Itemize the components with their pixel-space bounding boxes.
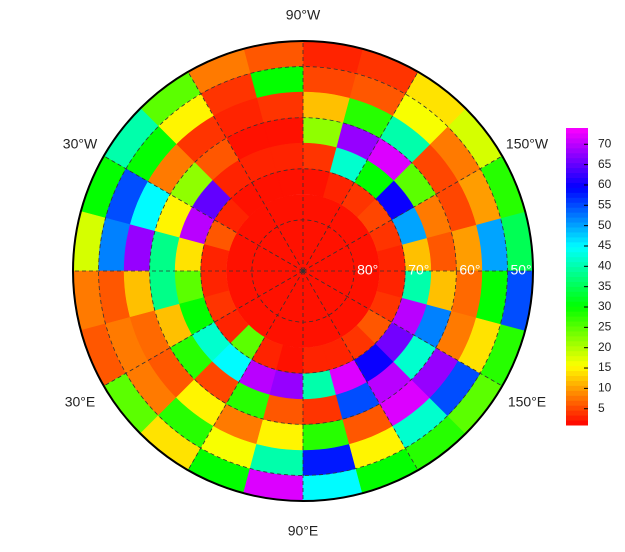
meridian [187,71,304,272]
grid-cells [72,40,534,502]
meridian [103,155,304,272]
colorbar-label: 25 [598,320,612,334]
colorbar-label: 70 [598,136,612,150]
colorbar-segment [566,311,588,317]
colorbar-segment [566,266,588,273]
colorbar-label: 55 [598,197,612,211]
colorbar-segment [566,326,588,332]
lat-label: 70° [408,262,429,278]
colorbar-segment [566,162,588,169]
meridian [302,270,419,471]
map-border [72,40,534,502]
colorbar-segment [566,167,588,174]
colorbar-segment [566,182,588,188]
colorbar-segment [566,316,588,322]
colorbar-segment [566,222,588,228]
colorbar-segment [566,256,588,263]
colorbar-segment [566,128,588,134]
colorbar-segment [566,197,588,203]
colorbar-segment [566,157,588,164]
colorbar-segment [566,227,588,233]
lon-label: 30°W [63,136,98,152]
colorbar-segment [566,380,588,386]
colorbar-label: 45 [598,238,612,252]
colorbar-segment [566,281,588,287]
colorbar-label: 10 [598,381,612,395]
colorbar-segment [566,415,588,421]
colorbar-segment [566,395,588,401]
colorbar-segment [566,202,588,208]
colorbar-segment [566,390,588,396]
lon-label: 30°E [65,394,96,410]
colorbar-segment [566,385,588,391]
colorbar-segment [566,370,588,376]
colorbar-segment [566,172,588,178]
colorbar-segment [566,350,588,357]
colorbar-segment [566,340,588,347]
colorbar-label: 40 [598,259,612,273]
lon-label: 90°E [288,523,319,539]
colorbar-segment [566,192,588,198]
meridian [187,270,304,471]
lon-label: 150°W [506,136,549,152]
meridian [302,71,419,272]
graticule [73,41,533,501]
colorbar-segment [566,137,588,144]
colorbar-segment [566,375,588,381]
colorbar-segment [566,236,588,243]
colorbar-segment [566,365,588,372]
lat-label: 80° [357,262,378,278]
colorbar-segment [566,345,588,352]
colorbar: 5 10 15 20 25 30 35 40 45 50 55 60 65 70 [566,128,612,426]
meridian [103,270,304,387]
colorbar-label: 50 [598,218,612,232]
colorbar-label: 15 [598,360,612,374]
meridian [302,155,503,272]
colorbar-label: 30 [598,299,612,313]
colorbar-segment [566,177,588,183]
colorbar-segment [566,251,588,258]
colorbar-segment [566,187,588,193]
colorbar-segment [566,306,588,312]
colorbar-segment [566,410,588,416]
colorbar-label: 65 [598,157,612,171]
lon-label: 150°E [508,394,546,410]
colorbar-segment [566,271,588,277]
colorbar-segment [566,286,588,292]
colorbar-segment [566,330,588,337]
colorbar-segment [566,420,588,426]
colorbar-segment [566,261,588,268]
colorbar-segment [566,335,588,342]
lat-circle [149,117,457,425]
colorbar-segment [566,231,588,238]
colorbar-segment [566,241,588,248]
colorbar-segment [566,212,588,218]
colorbar-label: 60 [598,177,612,191]
colorbar-segment [566,321,588,327]
colorbar-segment [566,207,588,213]
colorbar-segment [566,217,588,223]
colorbar-segment [566,147,588,154]
colorbar-segment [566,152,588,159]
meridian [302,270,503,387]
colorbar-segment [566,360,588,367]
colorbar-label: 20 [598,340,612,354]
colorbar-segment [566,276,588,282]
colorbar-segment [566,405,588,411]
colorbar-segment [566,355,588,362]
colorbar-segment [566,296,588,302]
colorbar-label: 35 [598,279,612,293]
lat-label: 50° [510,262,531,278]
colorbar-label: 5 [598,401,605,415]
colorbar-segment [566,291,588,297]
colorbar-segment [566,142,588,149]
lat-circle [200,168,406,374]
lon-label: 90°W [286,7,321,23]
colorbar-segment [566,246,588,253]
colorbar-segment [566,301,588,307]
colorbar-segment [566,132,588,139]
colorbar-segment [566,400,588,406]
lat-label: 60° [459,262,480,278]
